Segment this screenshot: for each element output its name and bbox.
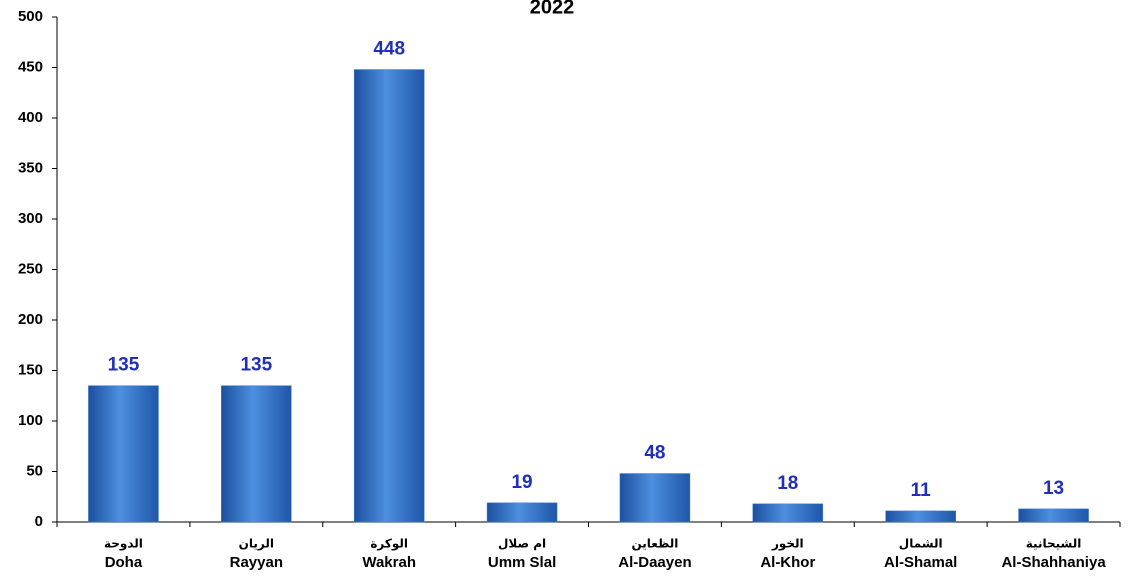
- x-tick-label-ar: الوكرة: [370, 537, 408, 552]
- x-tick-label-ar: الريان: [239, 537, 274, 551]
- value-label: 135: [240, 355, 272, 376]
- bar: [752, 503, 824, 523]
- value-label: 19: [511, 472, 532, 493]
- chart-title: 2022: [530, 0, 575, 18]
- y-tick-label: 450: [18, 58, 43, 75]
- y-tick-label: 200: [18, 311, 43, 328]
- y-tick-label: 400: [18, 109, 43, 126]
- x-tick-label: Al-Daayen: [618, 554, 691, 571]
- y-tick-label: 0: [35, 513, 43, 530]
- x-tick-label: Umm Slal: [488, 554, 556, 571]
- bar: [885, 510, 956, 523]
- x-tick-label-ar: الشيحانية: [1026, 537, 1082, 551]
- x-tick-label: Wakrah: [362, 554, 416, 571]
- y-tick-label: 500: [18, 8, 43, 25]
- value-label: 13: [1043, 478, 1064, 499]
- bar: [486, 502, 558, 523]
- bar: [619, 473, 691, 523]
- x-tick-label-ar: الدوحة: [104, 537, 143, 552]
- bar: [353, 69, 425, 523]
- y-tick-label: 350: [18, 159, 43, 176]
- x-tick-label-ar: الشمال: [899, 537, 943, 551]
- y-tick-label: 150: [18, 361, 43, 378]
- value-label: 448: [373, 39, 405, 60]
- y-tick-label: 100: [18, 412, 43, 429]
- value-label: 135: [108, 355, 140, 376]
- x-tick-label: Doha: [105, 554, 143, 571]
- y-tick-label: 250: [18, 260, 43, 277]
- value-label: 11: [911, 480, 932, 501]
- y-tick-label: 300: [18, 210, 43, 227]
- x-tick-label: Al-Khor: [760, 554, 815, 571]
- x-tick-label: Al-Shahhaniya: [1001, 554, 1106, 571]
- x-tick-label: Rayyan: [230, 554, 283, 571]
- x-tick-label-ar: الخور: [771, 537, 804, 552]
- x-tick-label-ar: الظعاين: [631, 537, 678, 551]
- x-tick-label: Al-Shamal: [884, 554, 957, 571]
- y-tick-label: 50: [26, 462, 43, 479]
- bar: [221, 385, 292, 523]
- bar: [88, 385, 159, 523]
- value-label: 18: [777, 473, 798, 494]
- x-tick-label-ar: ام صلال: [498, 537, 546, 552]
- bar: [1018, 508, 1089, 523]
- value-label: 48: [644, 443, 665, 464]
